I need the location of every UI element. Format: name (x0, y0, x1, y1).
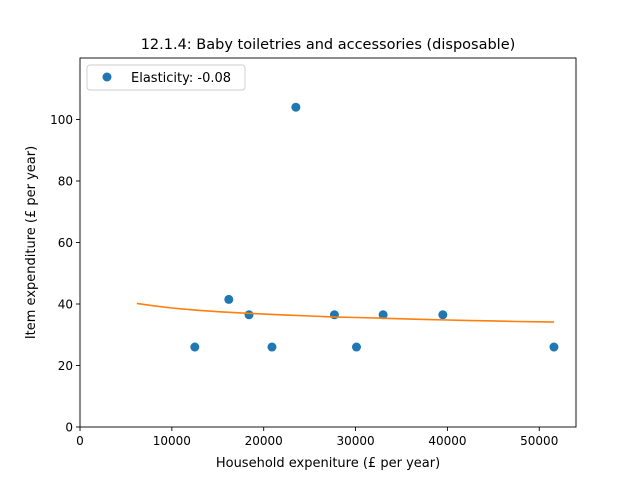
y-tick-label: 80 (58, 175, 73, 189)
x-tick-label: 40000 (428, 434, 466, 448)
plot-area (136, 102, 559, 352)
data-point (267, 342, 277, 352)
data-point (378, 310, 388, 320)
data-point (351, 342, 361, 352)
chart-title: 12.1.4: Baby toiletries and accessories … (141, 37, 516, 53)
data-point (291, 102, 301, 112)
x-tick-label: 0 (76, 434, 84, 448)
legend-marker (102, 72, 112, 82)
y-tick-label: 20 (58, 359, 73, 373)
y-tick-label: 0 (65, 421, 73, 435)
data-point (329, 310, 339, 320)
data-point (549, 342, 559, 352)
y-tick-label: 40 (58, 298, 73, 312)
x-tick-label: 50000 (520, 434, 558, 448)
x-tick-label: 30000 (336, 434, 374, 448)
x-tick-label: 10000 (153, 434, 191, 448)
legend-box (86, 64, 246, 91)
legend: Elasticity: -0.08 (86, 64, 246, 91)
data-point (438, 310, 448, 320)
fit-line (136, 302, 555, 323)
data-point (190, 342, 200, 352)
x-axis-label: Household expeniture (£ per year) (216, 456, 440, 471)
data-point (224, 294, 234, 304)
axes: 0 10000 20000 30000 40000 50000 0 20 40 60 80 100 (50, 113, 558, 448)
y-axis-label: Item expenditure (£ per year) (24, 146, 39, 339)
y-tick-label: 60 (58, 236, 73, 250)
legend-label: Elasticity: -0.08 (131, 71, 231, 86)
x-tick-label: 20000 (245, 434, 283, 448)
y-tick-label: 100 (50, 113, 73, 127)
data-point (244, 310, 254, 320)
